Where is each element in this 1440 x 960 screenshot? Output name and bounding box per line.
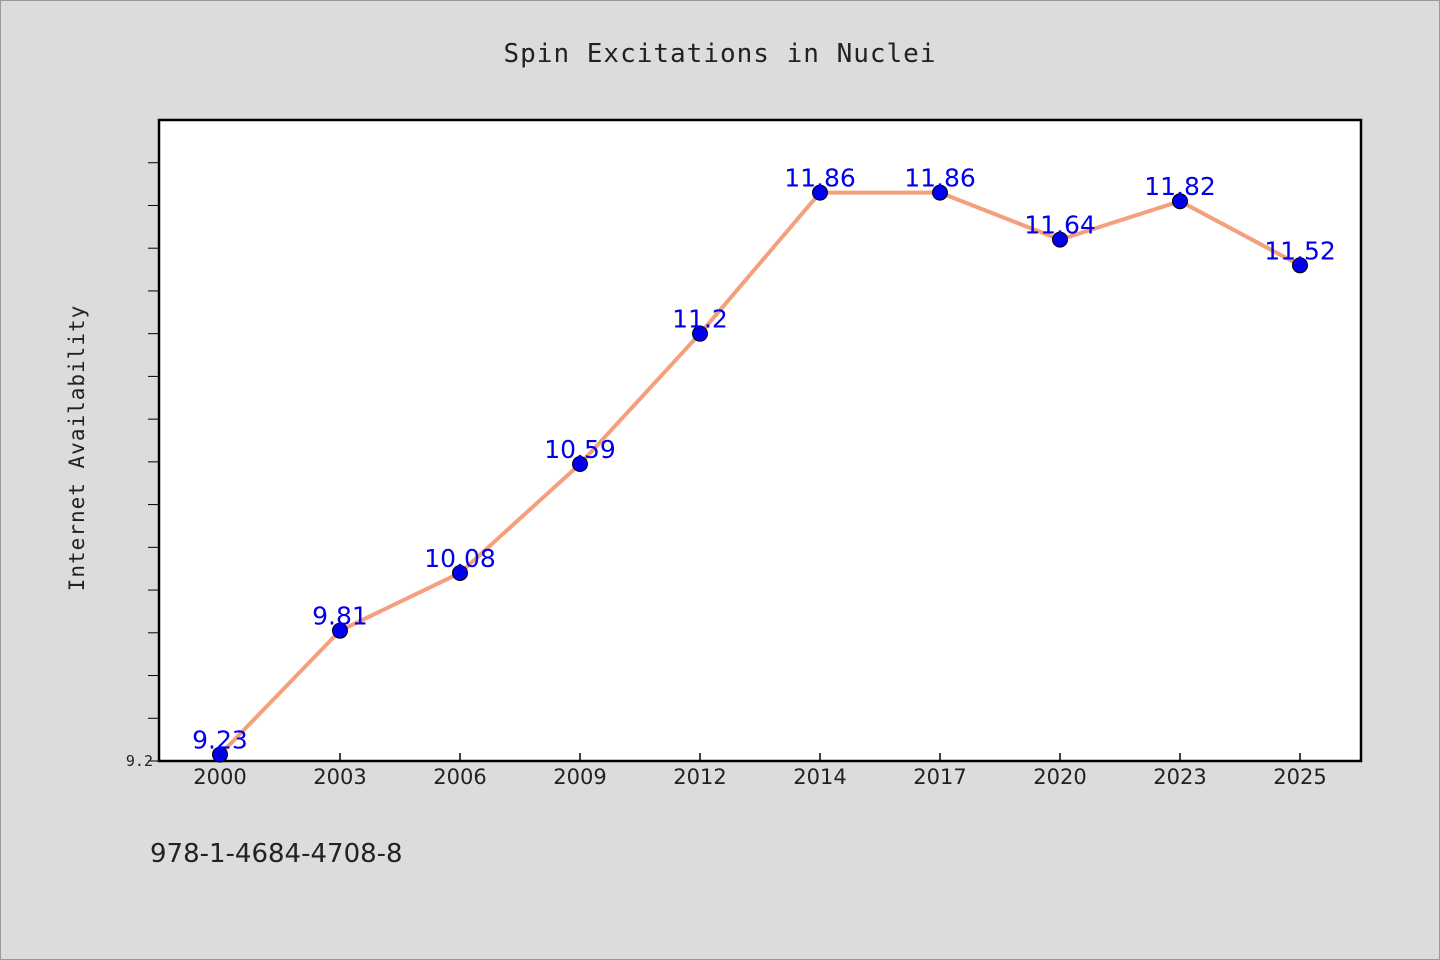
data-label: 11.52 <box>1264 236 1336 265</box>
y-axis-ticks: 9.2 <box>126 162 159 770</box>
isbn-text: 978-1-4684-4708-8 <box>150 839 403 869</box>
x-tick-label: 2023 <box>1153 765 1206 789</box>
x-tick-label: 2025 <box>1273 765 1326 789</box>
x-tick-label: 2014 <box>793 765 846 789</box>
chart-title: Spin Excitations in Nuclei <box>504 39 937 69</box>
data-point <box>452 564 468 581</box>
data-point <box>932 184 948 201</box>
data-label: 10.08 <box>424 544 496 573</box>
data-point <box>692 325 708 342</box>
x-tick-label: 2012 <box>673 765 726 789</box>
data-label: 11.2 <box>672 305 728 334</box>
x-tick-label: 2000 <box>193 765 246 789</box>
x-tick-label: 2006 <box>433 765 486 789</box>
x-tick-label: 2020 <box>1033 765 1086 789</box>
x-axis-ticks: 2000 2003 2006 2009 2012 2014 2017 2020 2023 2025 <box>193 753 1327 789</box>
x-tick-label: 2017 <box>913 765 966 789</box>
data-point <box>572 456 588 473</box>
data-point <box>1052 231 1068 248</box>
data-point <box>1172 193 1188 210</box>
data-point <box>812 184 828 201</box>
series-group: 9.23 9.81 10.08 10.59 11.2 11.86 11.86 11.64 11.… <box>192 164 1336 763</box>
y-tick-label: 9.2 <box>126 752 153 770</box>
y-axis-label: Internet Availability <box>65 305 89 592</box>
data-label: 9.81 <box>312 602 368 631</box>
data-label: 9.23 <box>192 726 248 755</box>
series-line <box>218 190 1301 756</box>
data-label: 11.86 <box>904 164 976 193</box>
data-label: 10.59 <box>544 435 616 464</box>
x-tick-label: 2003 <box>313 765 366 789</box>
x-tick-label: 2009 <box>553 765 606 789</box>
data-label: 11.64 <box>1024 211 1096 240</box>
data-label: 11.86 <box>784 164 856 193</box>
data-label: 11.82 <box>1144 172 1216 201</box>
data-point <box>212 746 228 763</box>
data-point <box>1292 257 1308 274</box>
plot-area <box>157 118 1363 763</box>
data-point <box>332 622 348 639</box>
